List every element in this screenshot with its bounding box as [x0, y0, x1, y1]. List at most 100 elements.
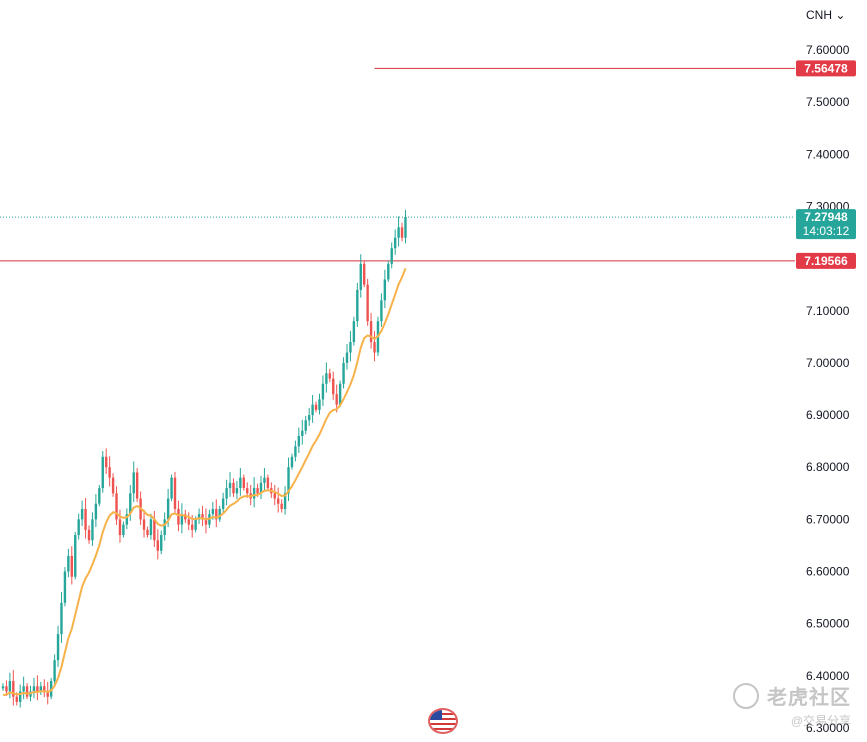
candle	[259, 475, 263, 499]
candle	[290, 453, 294, 470]
candle	[294, 440, 297, 462]
candle	[77, 513, 80, 540]
candle	[383, 269, 387, 309]
candle	[363, 260, 366, 288]
candle	[328, 368, 331, 383]
candle	[19, 684, 22, 708]
hline-price-tag: 7.56478	[796, 60, 856, 77]
candle	[390, 242, 393, 269]
candle	[160, 530, 163, 555]
us-flag-icon[interactable]	[428, 708, 458, 734]
candle	[228, 471, 232, 497]
candle	[125, 508, 129, 530]
candle	[12, 670, 15, 706]
candle	[287, 457, 290, 502]
y-tick-label: 6.70000	[806, 512, 850, 526]
candle	[170, 474, 173, 502]
candle	[225, 479, 228, 506]
y-tick-label: 6.50000	[806, 617, 850, 631]
svg-text:7.27948: 7.27948	[804, 210, 848, 224]
candle	[252, 477, 256, 508]
candle	[242, 474, 245, 491]
candle	[342, 357, 345, 389]
candle	[356, 282, 359, 327]
candle	[201, 505, 204, 527]
candle	[70, 546, 73, 585]
candle	[307, 408, 311, 426]
candle	[349, 331, 352, 362]
candle	[239, 468, 242, 496]
candle	[94, 494, 98, 528]
candle	[304, 415, 307, 435]
candle	[393, 229, 397, 255]
candle	[221, 492, 225, 514]
candle	[8, 672, 12, 699]
candle	[25, 683, 29, 700]
currency-selector[interactable]: CNH ⌄	[806, 8, 845, 22]
candle	[32, 677, 36, 699]
currency-label: CNH	[806, 8, 832, 22]
y-tick-label: 6.60000	[806, 565, 850, 579]
candle	[105, 448, 108, 474]
candle	[36, 675, 39, 701]
candle	[404, 209, 407, 244]
y-tick-label: 6.80000	[806, 460, 850, 474]
candle	[101, 451, 104, 493]
y-tick-label: 7.10000	[806, 304, 850, 318]
candle	[173, 471, 177, 514]
candle	[325, 362, 328, 393]
candle	[297, 427, 301, 454]
candle	[1, 683, 5, 691]
candle	[67, 548, 70, 578]
candle	[232, 478, 235, 497]
candle	[153, 511, 156, 547]
candle	[266, 474, 270, 491]
candle	[318, 393, 321, 415]
candles	[1, 209, 407, 708]
svg-text:7.56478: 7.56478	[804, 61, 848, 75]
y-tick-label: 6.90000	[806, 408, 850, 422]
candle	[277, 487, 280, 513]
candle	[301, 419, 304, 445]
candle	[84, 498, 87, 539]
moving-average	[2, 267, 407, 697]
y-tick-label: 7.60000	[806, 43, 850, 57]
candle	[311, 394, 314, 423]
candle	[132, 461, 135, 503]
hline-price-tag: 7.19566	[796, 252, 856, 269]
candle	[87, 525, 91, 544]
candle	[180, 503, 184, 534]
price-axis[interactable]: 7.600007.500007.400007.300007.200007.100…	[806, 43, 850, 735]
candle	[283, 486, 287, 515]
candle	[352, 316, 356, 346]
candle	[108, 456, 111, 487]
candle	[197, 508, 201, 524]
candle	[218, 505, 221, 522]
watermark-sub: @交易分享	[790, 714, 851, 728]
candle	[46, 681, 49, 705]
candle	[56, 625, 60, 667]
candle	[380, 293, 383, 327]
candle	[359, 254, 362, 298]
candle	[74, 531, 77, 580]
candle	[63, 567, 67, 607]
candle	[156, 529, 159, 560]
candle	[369, 312, 373, 349]
candle	[366, 278, 369, 326]
candle	[400, 222, 404, 242]
candle	[263, 468, 266, 491]
candle	[321, 375, 325, 407]
candle	[204, 508, 208, 534]
candle	[43, 679, 46, 698]
candle	[187, 512, 190, 531]
candle	[91, 512, 94, 546]
candle	[273, 484, 276, 506]
candle	[338, 380, 342, 408]
candle	[235, 481, 239, 499]
y-tick-label: 7.00000	[806, 356, 850, 370]
ma-line	[2, 267, 407, 697]
